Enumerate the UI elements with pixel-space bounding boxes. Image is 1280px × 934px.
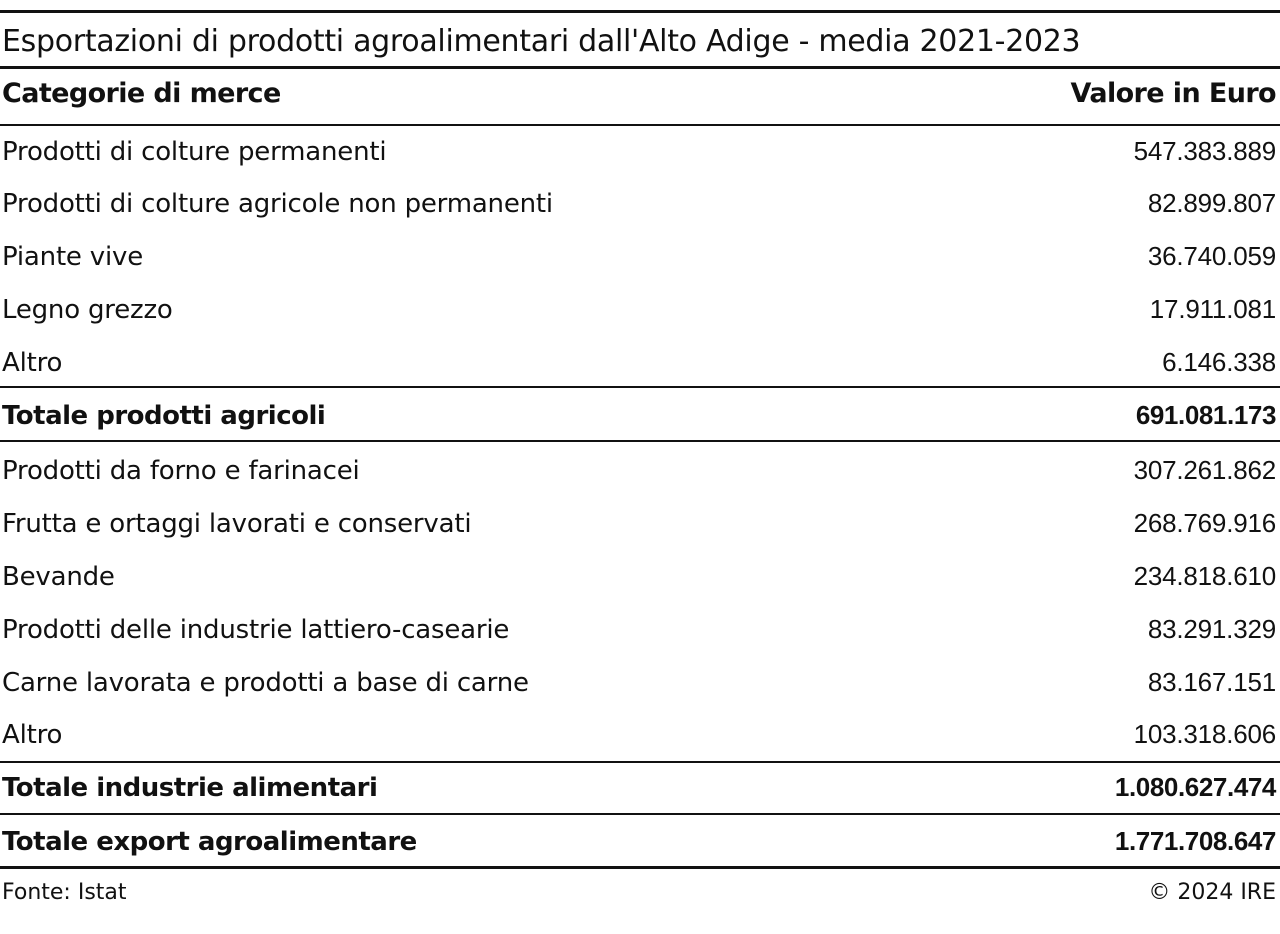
table-row: Altro 6.146.338: [0, 347, 1276, 387]
row-label: Bevande: [2, 562, 115, 592]
total-row: Totale export agroalimentare 1.771.708.64…: [0, 826, 1276, 866]
table-row: Bevande 234.818.610: [0, 561, 1276, 601]
table-row: Altro 103.318.606: [0, 719, 1276, 759]
row-label: Altro: [2, 720, 63, 750]
row-label: Totale export agroalimentare: [2, 827, 417, 857]
top-rule: [0, 10, 1280, 13]
row-label: Legno grezzo: [2, 295, 173, 325]
column-header-value: Valore in Euro: [1070, 78, 1277, 109]
row-label: Prodotti delle industrie lattiero-casear…: [2, 615, 510, 645]
bottom-rule: [0, 866, 1280, 869]
row-value: 6.146.338: [1162, 347, 1276, 377]
column-header-category: Categorie di merce: [2, 78, 281, 109]
row-value: 234.818.610: [1133, 561, 1277, 591]
row-label: Totale industrie alimentari: [2, 773, 378, 803]
row-value: 82.899.807: [1147, 188, 1276, 218]
header-rule: [0, 124, 1280, 126]
row-label: Piante vive: [2, 242, 143, 272]
row-label: Totale prodotti agricoli: [2, 401, 326, 431]
row-value: 103.318.606: [1133, 719, 1277, 749]
row-label: Carne lavorata e prodotti a base di carn…: [2, 668, 529, 698]
table-row: Prodotti delle industrie lattiero-casear…: [0, 614, 1276, 654]
row-label: Prodotti da forno e farinacei: [2, 456, 360, 486]
row-value: 17.911.081: [1149, 294, 1276, 324]
table-row: Prodotti di colture agricole non permane…: [0, 188, 1276, 228]
row-label: Altro: [2, 348, 63, 378]
total-row: Totale industrie alimentari 1.080.627.474: [0, 772, 1276, 812]
table-row: Carne lavorata e prodotti a base di carn…: [0, 667, 1276, 707]
row-value: 307.261.862: [1133, 455, 1277, 485]
table-footer: Fonte: Istat © 2024 IRE: [0, 880, 1276, 905]
copyright-note: © 2024 IRE: [1148, 880, 1276, 905]
row-value: 83.167.151: [1147, 667, 1276, 697]
row-value: 691.081.173: [1135, 400, 1277, 430]
table-title: Esportazioni di prodotti agroalimentari …: [2, 24, 1081, 59]
row-value: 268.769.916: [1133, 508, 1277, 538]
total-row: Totale prodotti agricoli 691.081.173: [0, 400, 1276, 440]
row-rule: [0, 813, 1280, 815]
row-value: 36.740.059: [1147, 241, 1276, 271]
table-row: Legno grezzo 17.911.081: [0, 294, 1276, 334]
header-row: Categorie di merce Valore in Euro: [0, 78, 1277, 118]
row-value: 547.383.889: [1133, 136, 1277, 166]
table-row: Piante vive 36.740.059: [0, 241, 1276, 281]
table-row: Frutta e ortaggi lavorati e conservati 26…: [0, 508, 1276, 548]
row-rule: [0, 761, 1280, 763]
source-note: Fonte: Istat: [2, 880, 127, 905]
row-value: 1.080.627.474: [1114, 772, 1276, 802]
table-row: Prodotti di colture permanenti 547.383.88…: [0, 136, 1276, 176]
row-rule: [0, 440, 1280, 442]
row-label: Prodotti di colture permanenti: [2, 137, 387, 167]
row-value: 1.771.708.647: [1114, 826, 1276, 856]
row-label: Frutta e ortaggi lavorati e conservati: [2, 509, 472, 539]
row-value: 83.291.329: [1147, 614, 1276, 644]
table-row: Prodotti da forno e farinacei 307.261.862: [0, 455, 1276, 495]
row-rule: [0, 386, 1280, 388]
row-label: Prodotti di colture agricole non permane…: [2, 189, 553, 219]
title-rule: [0, 66, 1280, 69]
